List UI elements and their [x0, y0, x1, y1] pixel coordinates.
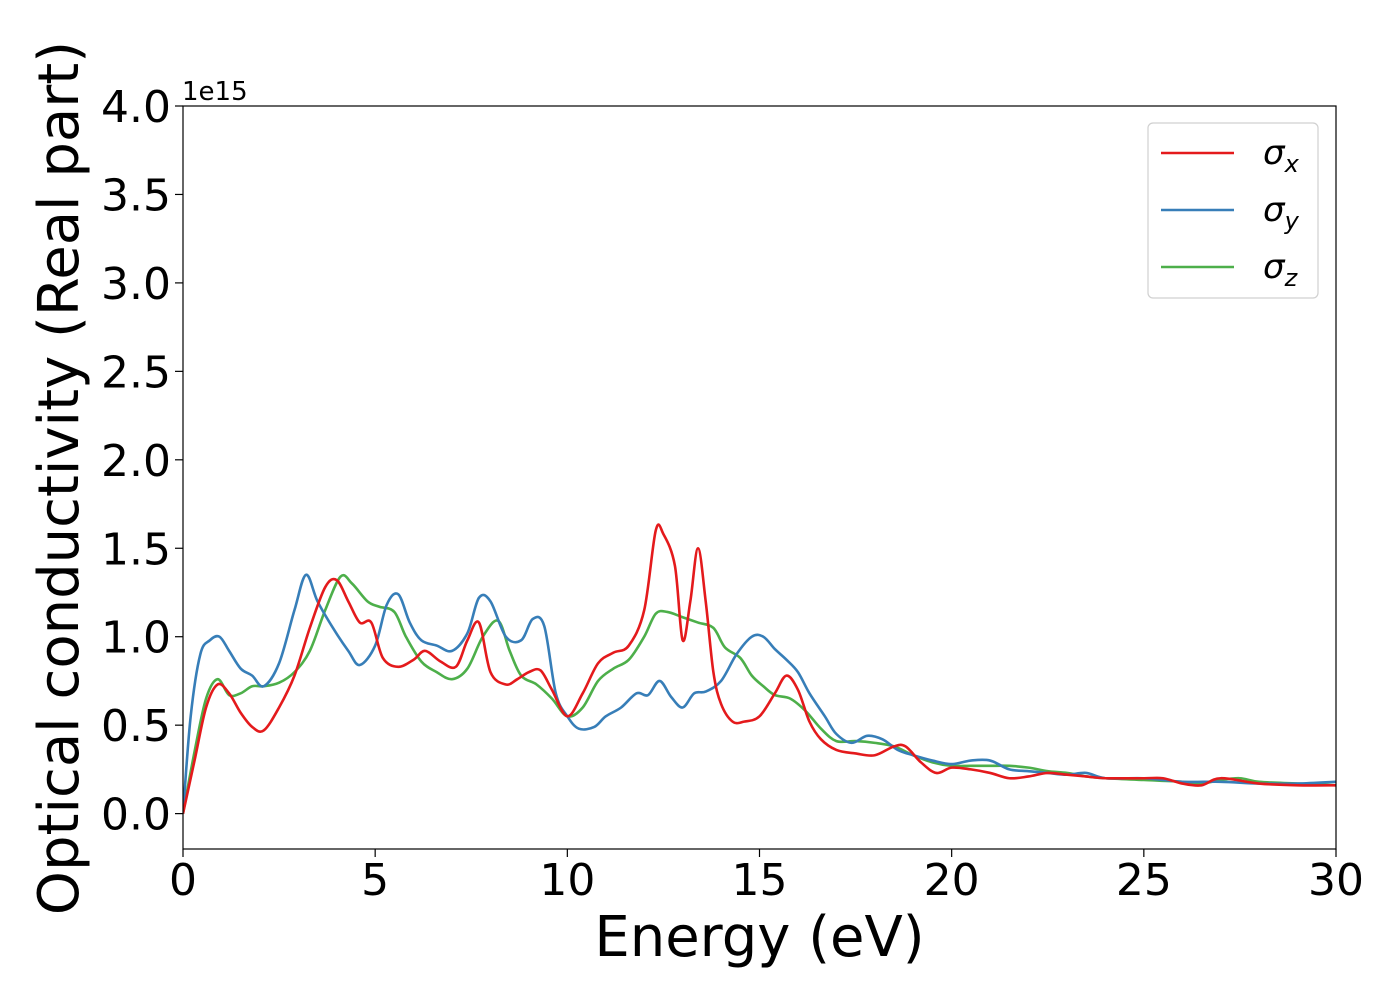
- series-lines: [183, 523, 1336, 814]
- y-tick-label: 4.0: [101, 82, 171, 133]
- x-tick-label: 5: [361, 855, 389, 906]
- legend-label-y: σy: [1263, 190, 1300, 235]
- y-tick-label: 2.0: [101, 436, 171, 487]
- x-tick-label: 20: [924, 855, 980, 906]
- series-line-z: [183, 573, 1336, 814]
- y-tick-label: 3.0: [101, 259, 171, 310]
- x-tick-label: 0: [169, 855, 197, 906]
- y-tick-label: 1.5: [101, 524, 171, 575]
- y-offset-text: 1e15: [182, 77, 248, 107]
- series-line-x: [183, 523, 1336, 814]
- y-tick-label: 2.5: [101, 347, 171, 398]
- x-tick-label: 25: [1116, 855, 1172, 906]
- x-axis-ticks: 0 5 10 15 20 25 30: [169, 849, 1364, 906]
- legend-label-x: σx: [1263, 133, 1300, 178]
- y-tick-label: 0.5: [101, 701, 171, 752]
- legend-label-z: σz: [1263, 247, 1299, 292]
- y-tick-label: 1.0: [101, 613, 171, 664]
- y-axis-ticks: 0.0 0.5 1.0 1.5 2.0 2.5 3.0 3.5 4.0: [101, 82, 183, 841]
- x-axis-label: Energy (eV): [594, 905, 924, 970]
- y-tick-label: 3.5: [101, 170, 171, 221]
- y-axis-label: Optical conductivity (Real part): [27, 41, 92, 915]
- legend: σx σy σz: [1147, 122, 1319, 299]
- x-tick-label: 15: [732, 855, 788, 906]
- y-tick-label: 0.0: [101, 790, 171, 841]
- series-line-y: [183, 573, 1336, 814]
- x-tick-label: 10: [539, 855, 595, 906]
- x-tick-label: 30: [1308, 855, 1364, 906]
